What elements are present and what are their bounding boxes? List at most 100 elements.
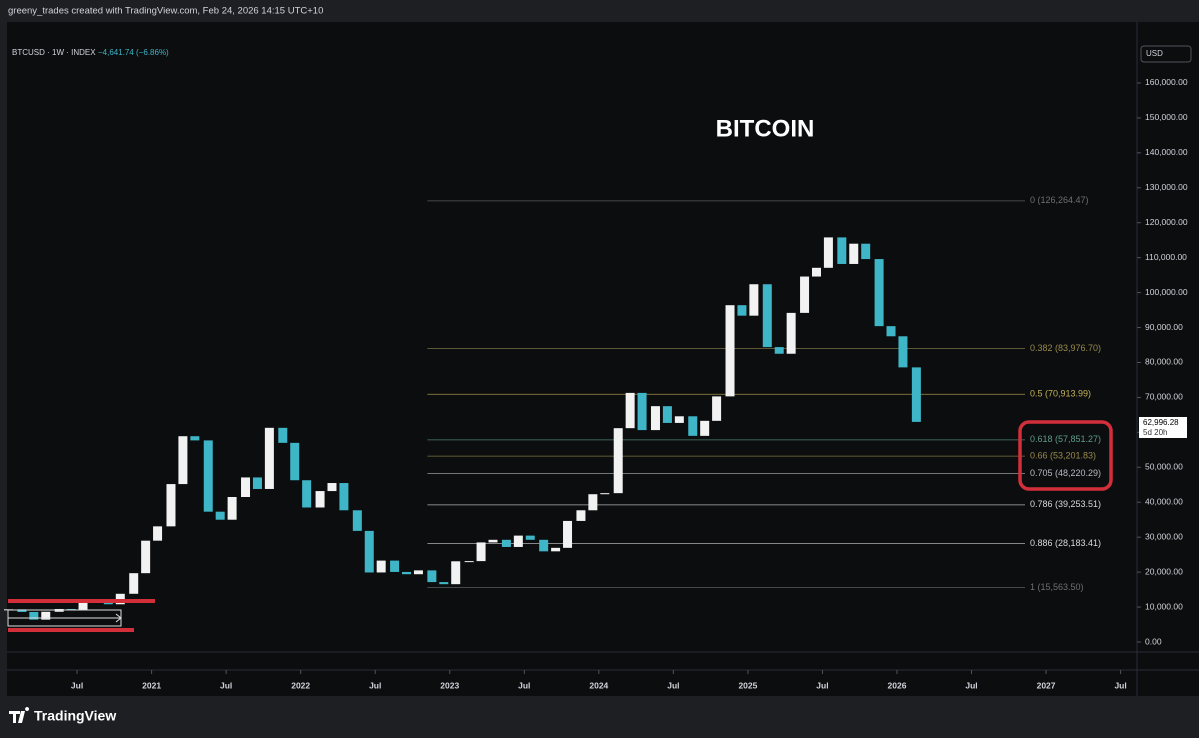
x-tick-label: Jul [369, 680, 381, 690]
candle [837, 237, 847, 264]
candle [501, 539, 511, 547]
candle [886, 326, 896, 337]
candle [364, 530, 374, 573]
candle [203, 440, 213, 512]
countdown: 5d 20h [1143, 428, 1167, 437]
candle [141, 540, 151, 574]
x-tick-label: Jul [1114, 680, 1126, 690]
x-tick-label: Jul [816, 680, 828, 690]
candle [911, 367, 921, 422]
candle [439, 582, 449, 585]
fib-label: 0.705 (48,220.29) [1030, 468, 1101, 478]
candle [41, 611, 51, 620]
candle [539, 539, 549, 552]
currency-button[interactable] [1140, 45, 1192, 63]
candle [78, 602, 88, 611]
change: −4,641.74 (−6.86%) [98, 48, 169, 57]
y-tick-label: 70,000.00 [1145, 392, 1183, 402]
fib-label: 0.382 (83,976.70) [1030, 343, 1101, 353]
candle [662, 406, 672, 423]
candle [823, 237, 833, 268]
y-tick-label: 120,000.00 [1145, 217, 1188, 227]
candle [800, 276, 810, 313]
candle [290, 442, 300, 481]
y-tick-label: 50,000.00 [1145, 462, 1183, 472]
candle [551, 547, 561, 552]
candle [861, 243, 871, 260]
candle [525, 535, 535, 540]
candle [427, 570, 437, 583]
candle [315, 491, 325, 508]
x-tick-label: Jul [71, 680, 83, 690]
x-tick-label: 2027 [1037, 680, 1056, 690]
x-tick-label: 2023 [440, 680, 459, 690]
y-tick-label: 110,000.00 [1145, 252, 1187, 262]
y-tick-label: 40,000.00 [1145, 496, 1183, 506]
candle [227, 497, 237, 520]
candle [588, 494, 598, 511]
y-tick-label: 130,000.00 [1145, 182, 1188, 192]
x-tick-label: 2024 [589, 680, 608, 690]
candle [576, 510, 586, 521]
x-tick-label: Jul [518, 680, 530, 690]
candle [625, 392, 635, 429]
candle [700, 420, 710, 436]
candle [402, 571, 412, 575]
candle [849, 243, 859, 264]
fib-label: 0.66 (53,201.83) [1030, 450, 1096, 460]
candle [178, 436, 188, 485]
candle [327, 483, 337, 492]
candle [413, 570, 423, 575]
chart-title: BITCOIN [716, 115, 815, 142]
highlight-box [1018, 420, 1113, 491]
candle [451, 561, 461, 585]
fib-label: 0.786 (39,253.51) [1030, 499, 1101, 509]
header-text: greeny_trades created with TradingView.c… [8, 6, 323, 17]
candle [898, 336, 908, 368]
candle [725, 305, 735, 397]
y-tick-label: 90,000.00 [1145, 322, 1183, 332]
candle [786, 312, 796, 354]
y-tick-label: 0.00 [1145, 636, 1162, 646]
y-tick-label: 150,000.00 [1145, 112, 1188, 122]
x-tick-label: 2025 [738, 680, 757, 690]
candle [190, 436, 200, 441]
candle [712, 396, 722, 421]
candle [749, 284, 759, 316]
fib-label: 1 (15,563.50) [1030, 582, 1084, 592]
candle [29, 611, 39, 620]
x-tick-label: 2022 [291, 680, 310, 690]
candle [774, 347, 784, 354]
candle [252, 477, 262, 489]
y-tick-label: 160,000.00 [1145, 77, 1188, 87]
candle [129, 573, 139, 594]
candle [166, 484, 176, 527]
candle [476, 542, 486, 562]
y-tick-label: 100,000.00 [1145, 287, 1188, 297]
candle [215, 511, 225, 520]
currency[interactable]: USD [1146, 49, 1163, 58]
candle [613, 428, 623, 494]
candle [153, 526, 163, 541]
logo-icon [9, 707, 30, 723]
candle [600, 493, 610, 495]
candle [17, 609, 27, 612]
candle [390, 560, 400, 572]
symbol: BTCUSD · 1W · INDEX [12, 48, 96, 57]
fib-label: 0.886 (28,183.41) [1030, 538, 1101, 548]
y-tick-label: 80,000.00 [1145, 357, 1183, 367]
y-tick-label: 10,000.00 [1145, 601, 1183, 611]
x-tick-label: 2021 [142, 680, 161, 690]
candle [674, 416, 684, 423]
candle [874, 259, 884, 327]
y-tick-label: 20,000.00 [1145, 566, 1183, 576]
range-arrow [8, 613, 122, 623]
fib-label: 0.5 (70,913.99) [1030, 389, 1091, 399]
fib-label: 0 (126,264.47) [1030, 195, 1089, 205]
chart-background [7, 22, 1199, 696]
price-label: 62,996.28 [1143, 418, 1179, 427]
candle [811, 267, 821, 277]
candle [339, 483, 349, 511]
